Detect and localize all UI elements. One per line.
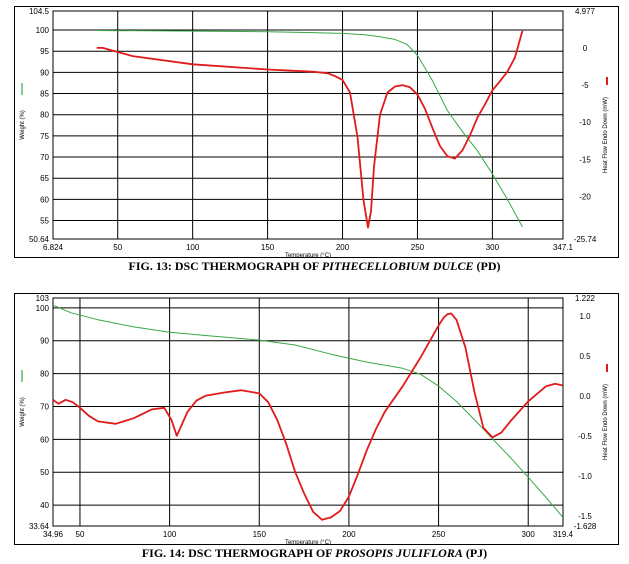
y-left-tick-label: 70 bbox=[40, 153, 49, 162]
heat-flow-curve bbox=[52, 312, 563, 521]
y-right-tick-label: 1.0 bbox=[579, 312, 591, 321]
x-tick-label: 250 bbox=[411, 243, 425, 252]
x-tick-label: 150 bbox=[261, 243, 275, 252]
y-right-axis-title: Heat Flow Endo Down (mW) bbox=[603, 97, 609, 173]
heat-flow-curve bbox=[96, 30, 524, 229]
y-right-axis-title: Heat Flow Endo Down (mW) bbox=[603, 384, 609, 460]
y-left-tick-label: 60 bbox=[40, 435, 49, 444]
figure-13-caption: FIG. 13: DSC THERMOGRAPH OF PITHECELLOBI… bbox=[0, 259, 629, 274]
x-axis-title: Temperature (°C) bbox=[285, 253, 331, 257]
y-left-tick-label: 55 bbox=[40, 217, 49, 226]
y-left-axis-title: Weight (%) bbox=[20, 397, 26, 427]
y-right-tick-label: 0 bbox=[583, 44, 588, 53]
y-left-tick-label: 40 bbox=[40, 501, 49, 510]
plot-frame bbox=[52, 297, 564, 527]
y-right-tick-label: -25.74 bbox=[574, 235, 597, 244]
weight-curve bbox=[96, 30, 523, 228]
x-tick-label: 50 bbox=[113, 243, 122, 252]
y-left-tick-label: 33.64 bbox=[29, 522, 50, 531]
x-tick-label: 250 bbox=[432, 530, 446, 539]
dsc-chart-pd-svg: 6.824 50 100 150 200 250 300 347.1 104.5 100 95 90 8… bbox=[20, 7, 609, 259]
x-tick-label: 34.96 bbox=[43, 530, 64, 539]
x-tick-label: 150 bbox=[253, 530, 267, 539]
caption-suffix: (PD) bbox=[473, 259, 501, 273]
y-right-tick-label: -15 bbox=[579, 155, 591, 164]
plot-frame bbox=[52, 10, 564, 240]
y-right-tick-label: -1.628 bbox=[574, 522, 597, 531]
y-right-tick-label: 4.977 bbox=[575, 7, 596, 16]
x-tick-label: 100 bbox=[186, 243, 200, 252]
x-tick-label: 6.824 bbox=[43, 243, 64, 252]
caption-prefix: FIG. 13: DSC THERMOGRAPH OF bbox=[128, 259, 322, 273]
y-right-tick-label: -20 bbox=[579, 192, 591, 201]
y-right-tick-label: -0.5 bbox=[578, 432, 592, 441]
y-left-tick-label: 80 bbox=[40, 111, 49, 120]
y-left-tick-label: 85 bbox=[40, 90, 49, 99]
x-tick-label: 50 bbox=[76, 530, 85, 539]
dsc-chart-pj-svg: 34.96 50 100 150 200 250 300 319.41031009080706… bbox=[20, 294, 609, 546]
y-right-tick-label: -10 bbox=[579, 118, 591, 127]
y-left-tick-label: 50.64 bbox=[29, 235, 50, 244]
y-right-tick-label: -1.5 bbox=[578, 512, 592, 521]
y-right-tick-label: 0.5 bbox=[579, 352, 591, 361]
x-tick-label: 200 bbox=[342, 530, 356, 539]
y-left-tick-label: 75 bbox=[40, 132, 49, 141]
caption-prefix: FIG. 14: DSC THERMOGRAPH OF bbox=[141, 546, 336, 560]
y-left-tick-label: 60 bbox=[40, 195, 49, 204]
y-right-tick-label: 0.0 bbox=[579, 392, 591, 401]
y-left-tick-label: 90 bbox=[40, 337, 49, 346]
y-left-tick-label: 100 bbox=[36, 26, 50, 35]
x-axis-title: Temperature (°C) bbox=[285, 540, 331, 544]
y-right-tick-label: -1.0 bbox=[578, 472, 592, 481]
y-left-tick-label: 50 bbox=[40, 468, 49, 477]
x-tick-label: 200 bbox=[336, 243, 350, 252]
y-left-axis-title: Weight (%) bbox=[20, 110, 26, 140]
y-left-tick-label: 100 bbox=[36, 304, 50, 313]
x-tick-label: 100 bbox=[163, 530, 177, 539]
x-tick-label: 347.1 bbox=[553, 243, 574, 252]
x-tick-label: 319.4 bbox=[553, 530, 574, 539]
caption-species: PITHECELLOBIUM DULCE bbox=[321, 259, 474, 273]
caption-suffix: (PJ) bbox=[462, 546, 488, 560]
y-left-tick-label: 103 bbox=[36, 294, 50, 303]
y-left-tick-label: 90 bbox=[40, 68, 49, 77]
y-left-tick-label: 70 bbox=[40, 402, 49, 411]
y-left-tick-label: 104.5 bbox=[29, 7, 50, 16]
weight-curve bbox=[52, 304, 563, 517]
figure-14-caption: FIG. 14: DSC THERMOGRAPH OF PROSOPIS JUL… bbox=[0, 546, 629, 561]
y-left-tick-label: 65 bbox=[40, 174, 49, 183]
y-right-tick-label: -5 bbox=[581, 81, 589, 90]
dsc-chart-pj: 34.96 50 100 150 200 250 300 319.4 103 100 90 80 70 6… bbox=[14, 293, 619, 546]
caption-species: PROSOPIS JULIFLORA bbox=[335, 546, 463, 560]
y-right-tick-label: 1.222 bbox=[575, 294, 596, 303]
dsc-chart-pd: 6.824 50 100 150 200 250 300 347.1 104.5 100 95 90 8… bbox=[14, 6, 619, 259]
x-tick-label: 300 bbox=[486, 243, 500, 252]
y-left-tick-label: 80 bbox=[40, 370, 49, 379]
y-left-tick-label: 95 bbox=[40, 47, 49, 56]
x-tick-label: 300 bbox=[522, 530, 536, 539]
